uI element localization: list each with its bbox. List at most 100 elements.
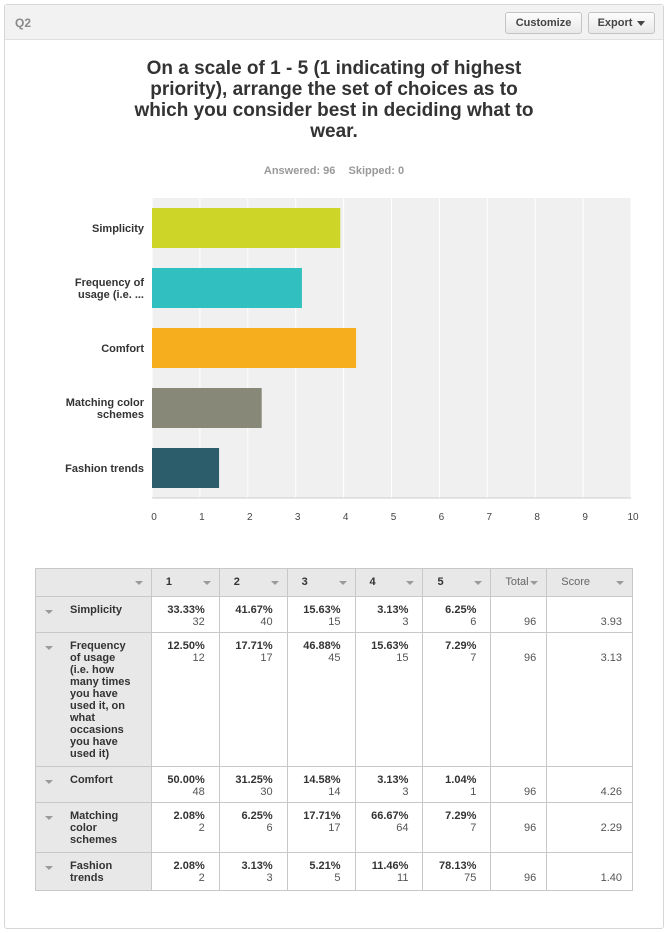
export-button[interactable]: Export xyxy=(588,12,655,34)
category-label-simplicity: Simplicity xyxy=(92,223,145,235)
row-label: Frequency of usage (i.e. how many times you … xyxy=(70,640,131,760)
cell-percent: 15.63% xyxy=(371,640,409,652)
sort-caret-icon[interactable] xyxy=(134,581,143,585)
sort-caret-icon[interactable] xyxy=(406,581,415,585)
table-cell: 11.46% 11 xyxy=(354,852,424,891)
cell-percent: 6.25% xyxy=(241,810,273,822)
cell-percent: 7.29% xyxy=(445,810,477,822)
column-header-3[interactable]: 3 xyxy=(286,568,356,597)
table-cell: 2.08% 2 xyxy=(150,852,220,891)
row-label: Fashion trends xyxy=(70,860,113,884)
table-cell: 17.71% 17 xyxy=(286,802,356,853)
x-tick-label: 5 xyxy=(391,512,397,523)
table-row: Frequency of usage (i.e. how many times you … xyxy=(35,632,633,767)
cell-percent: 50.00% xyxy=(167,774,205,786)
cell-count: 17 xyxy=(260,652,273,664)
cell-percent: 14.58% xyxy=(303,774,341,786)
row-header[interactable]: Comfort xyxy=(35,766,152,803)
row-caret-icon[interactable] xyxy=(45,866,53,870)
column-header-1[interactable]: 1 xyxy=(150,568,220,597)
table-cell: 5.21% 5 xyxy=(286,852,356,891)
cell-percent: 6.25% xyxy=(445,604,477,616)
bar-frequency xyxy=(152,268,302,308)
cell-percent: 15.63% xyxy=(303,604,341,616)
table-cell: 12.50% 12 xyxy=(150,632,220,767)
cell-percent: 46.88% xyxy=(303,640,341,652)
x-tick-label: 0 xyxy=(151,512,157,523)
table-cell: 66.67% 64 xyxy=(354,802,424,853)
sort-caret-icon[interactable] xyxy=(530,581,539,585)
row-caret-icon[interactable] xyxy=(45,780,53,784)
x-tick-label: 1 xyxy=(199,512,205,523)
row-caret-icon[interactable] xyxy=(45,646,53,650)
table-cell: 6.25% 6 xyxy=(218,802,288,853)
row-caret-icon[interactable] xyxy=(45,610,53,614)
cell-count: 2 xyxy=(198,822,205,834)
cell-count: 1 xyxy=(470,786,477,798)
column-header-score[interactable]: Score xyxy=(546,568,633,597)
table-cell: 33.33% 32 xyxy=(150,596,220,633)
column-header-label[interactable] xyxy=(35,568,152,597)
sort-caret-icon[interactable] xyxy=(616,581,624,585)
cell-percent: 41.67% xyxy=(235,604,273,616)
column-header-5[interactable]: 5 xyxy=(422,568,492,597)
cell-count: 64 xyxy=(396,822,409,834)
table-cell: 2.08% 2 xyxy=(150,802,220,853)
row-header[interactable]: Fashion trends xyxy=(35,852,152,891)
table-cell: 41.67% 40 xyxy=(218,596,288,633)
sort-caret-icon[interactable] xyxy=(474,581,483,585)
x-tick-label: 2 xyxy=(247,512,253,523)
cell-count: 2 xyxy=(198,872,205,884)
table-cell: 14.58% 14 xyxy=(286,766,356,803)
bar-comfort xyxy=(152,328,357,368)
table-row: Comfort 50.00% 48 31.25% 30 14.58% 14 3.13% 3 1.0… xyxy=(35,766,633,803)
cell-count: 17 xyxy=(328,822,341,834)
sort-caret-icon[interactable] xyxy=(202,581,211,585)
x-tick-label: 6 xyxy=(439,512,445,523)
score-cell: 2.29 xyxy=(546,802,633,853)
row-caret-icon[interactable] xyxy=(45,816,53,820)
row-label: Matching color schemes xyxy=(70,810,119,846)
cell-percent: 17.71% xyxy=(235,640,273,652)
table-row: Simplicity 33.33% 32 41.67% 40 15.63% 15 3.13% 3… xyxy=(35,596,633,633)
sort-caret-icon[interactable] xyxy=(270,581,279,585)
row-header[interactable]: Simplicity xyxy=(35,596,152,633)
cell-percent: 17.71% xyxy=(303,810,341,822)
total-cell: 96 xyxy=(490,766,548,803)
category-label-comfort: Comfort xyxy=(101,343,144,355)
column-header-total[interactable]: Total xyxy=(490,568,548,597)
cell-count: 48 xyxy=(192,786,205,798)
cell-percent: 11.46% xyxy=(371,860,409,872)
table-cell: 6.25% 6 xyxy=(422,596,492,633)
table-cell: 3.13% 3 xyxy=(218,852,288,891)
cell-percent: 1.04% xyxy=(445,774,477,786)
column-header-label: 4 xyxy=(369,576,376,588)
results-table: 1 2 3 4 5 Total Score Simplicity 33.33% 32 41.67%… xyxy=(35,568,633,891)
row-header[interactable]: Frequency of usage (i.e. how many times you … xyxy=(35,632,152,767)
table-cell: 50.00% 48 xyxy=(150,766,220,803)
sort-caret-icon[interactable] xyxy=(338,581,347,585)
x-tick-label: 4 xyxy=(343,512,349,523)
column-header-2[interactable]: 2 xyxy=(218,568,288,597)
table-cell: 15.63% 15 xyxy=(354,632,424,767)
x-tick-label: 3 xyxy=(295,512,301,523)
column-header-4[interactable]: 4 xyxy=(354,568,424,597)
question-number: Q2 xyxy=(15,16,32,30)
chevron-down-icon xyxy=(637,20,646,26)
table-row: Matching color schemes 2.08% 2 6.25% 6 17.71% 17… xyxy=(35,802,633,853)
cell-percent: 2.08% xyxy=(173,860,205,872)
cell-percent: 78.13% xyxy=(439,860,477,872)
cell-percent: 12.50% xyxy=(167,640,205,652)
score-cell: 3.93 xyxy=(546,596,633,633)
customize-button[interactable]: Customize xyxy=(505,12,582,34)
cell-count: 6 xyxy=(266,822,273,834)
score-cell: 3.13 xyxy=(546,632,633,767)
row-label: Comfort xyxy=(70,774,113,786)
cell-percent: 3.13% xyxy=(377,774,409,786)
row-header[interactable]: Matching color schemes xyxy=(35,802,152,853)
cell-count: 7 xyxy=(470,652,477,664)
row-label: Simplicity xyxy=(70,604,122,616)
x-tick-label: 10 xyxy=(627,512,639,523)
x-tick-label: 8 xyxy=(534,512,540,523)
cell-percent: 33.33% xyxy=(167,604,205,616)
